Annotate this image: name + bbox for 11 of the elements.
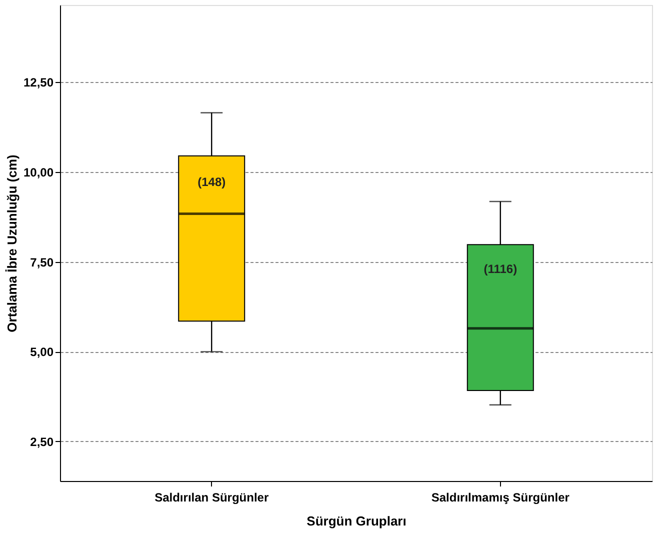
y-tick-label: 10,00 bbox=[23, 166, 54, 180]
annotation: (1116) bbox=[484, 262, 518, 276]
x-tick-label: Saldırılmamış Sürgünler bbox=[431, 490, 570, 504]
y-tick-label: 12,50 bbox=[23, 76, 54, 90]
y-tick-label: 2,50 bbox=[30, 434, 54, 449]
y-tick-label: 5,00 bbox=[30, 345, 54, 360]
y-axis-title: Ortalama İbre Uzunluğu (cm) bbox=[4, 154, 20, 332]
x-tick-label: Saldırılan Sürgünler bbox=[154, 490, 269, 504]
y-tick-label: 7,50 bbox=[30, 255, 54, 270]
x-axis-title: Sürgün Grupları bbox=[306, 514, 406, 528]
annotation: (148) bbox=[198, 175, 226, 190]
